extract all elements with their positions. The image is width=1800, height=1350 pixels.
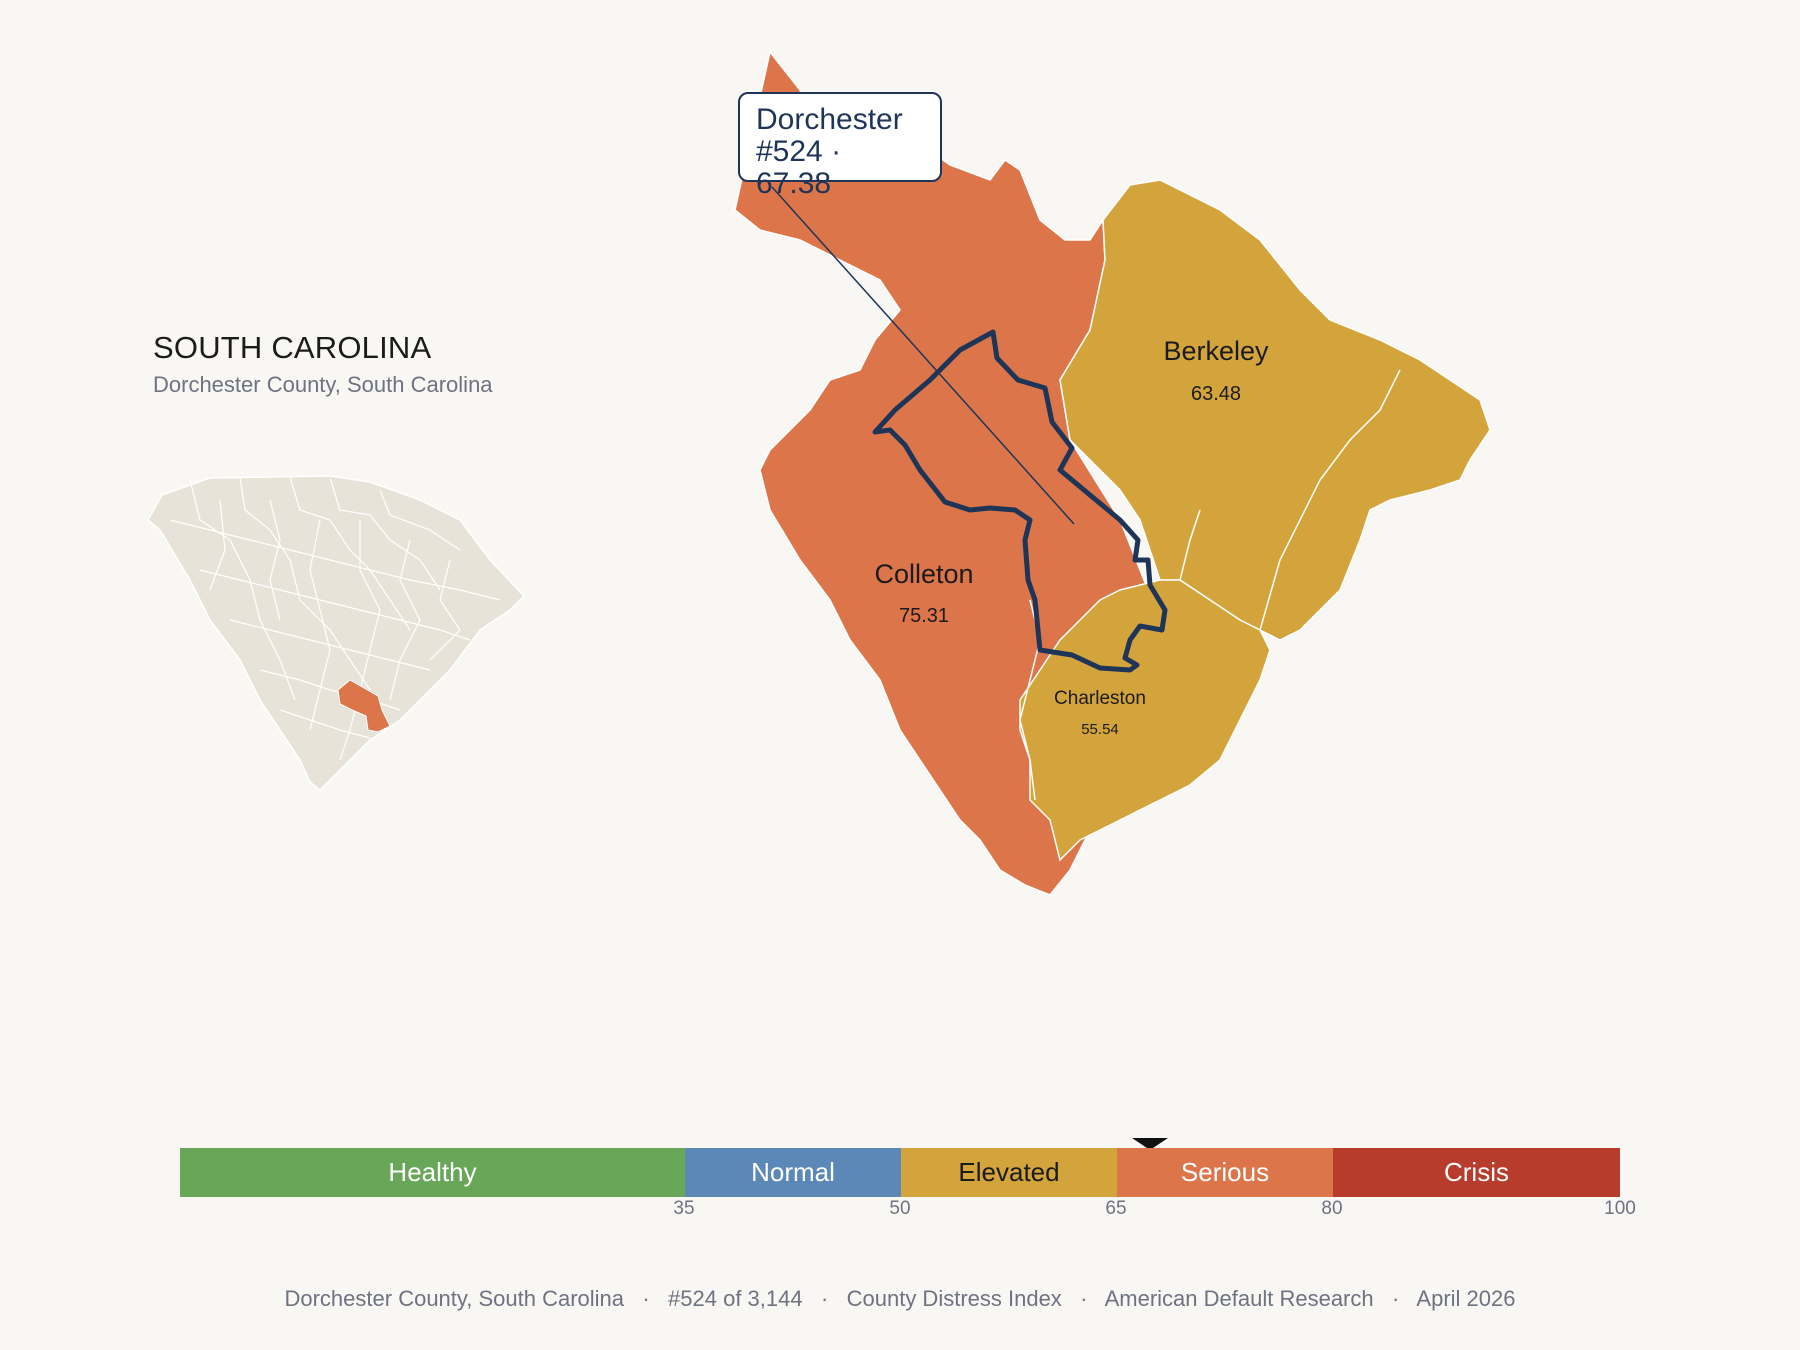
county-berkeley (1059, 179, 1491, 641)
footer-index: County Distress Index (846, 1286, 1062, 1311)
scale-value-pointer (1132, 1138, 1168, 1150)
scale-segment-healthy: Healthy (180, 1148, 685, 1197)
scale-segment-crisis: Crisis (1333, 1148, 1620, 1197)
county-dorchester-outline (872, 329, 1168, 673)
county-charleston (1019, 579, 1271, 862)
scale-tick-35: 35 (673, 1198, 695, 1219)
scale-tick-80: 80 (1321, 1198, 1343, 1219)
scale-tick-50: 50 (889, 1198, 911, 1219)
label-charleston-score: 55.54 (1081, 721, 1119, 738)
footer-county: Dorchester County, South Carolina (284, 1286, 625, 1311)
regional-map: Berkeley 63.48 Colleton 75.31 Charleston… (734, 50, 1491, 896)
distress-scale-bar: Healthy Normal Elevated Serious Crisis (180, 1148, 1620, 1197)
footer-credits: Dorchester County, South Carolina · #524… (284, 1286, 1516, 1311)
county-callout: Dorchester #524 · 67.38 (738, 92, 942, 200)
county-subtitle: Dorchester County, South Carolina (153, 372, 493, 397)
label-colleton-score: 75.31 (899, 605, 949, 627)
scale-tick-65: 65 (1105, 1198, 1127, 1219)
callout-leader-line (771, 186, 1075, 525)
county-borders (169, 476, 501, 761)
footer-date: April 2026 (1416, 1286, 1516, 1311)
callout-county-name: Dorchester (756, 103, 903, 136)
scale-segment-elevated: Elevated (901, 1148, 1117, 1197)
scale-segment-serious: Serious (1117, 1148, 1333, 1197)
state-title: SOUTH CAROLINA (153, 330, 432, 365)
footer-org: American Default Research (1104, 1286, 1374, 1311)
label-berkeley-score: 63.48 (1191, 383, 1241, 405)
scale-segment-normal: Normal (685, 1148, 901, 1197)
state-outline (147, 475, 526, 792)
label-charleston-name: Charleston (1054, 688, 1146, 709)
inset-highlight-county (337, 679, 391, 733)
callout-rank-score: #524 · 67.38 (756, 135, 842, 200)
footer-rank: #524 of 3,144 (668, 1286, 803, 1311)
label-colleton-name: Colleton (874, 559, 973, 589)
scale-tick-100: 100 (1604, 1198, 1636, 1219)
label-berkeley-name: Berkeley (1163, 336, 1269, 366)
state-locator-map (147, 475, 526, 792)
